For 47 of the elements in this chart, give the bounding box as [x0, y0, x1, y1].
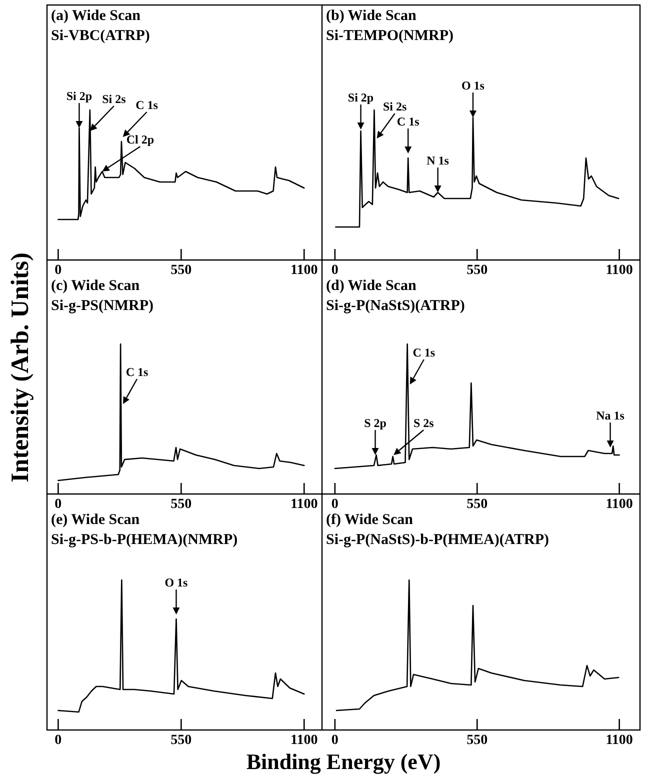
chart-title: (f) Wide Scan	[326, 512, 414, 528]
chart-subtitle: Si-g-P(NaStS)-b-P(HMEA)(ATRP)	[326, 532, 550, 548]
annotation: C 1s	[136, 98, 158, 112]
x-tick-label: 550	[170, 497, 192, 512]
annotation: S 2s	[413, 416, 434, 430]
x-tick-label: 550	[466, 733, 488, 748]
annotation: C 1s	[126, 365, 149, 379]
annotation: Na 1s	[596, 408, 625, 422]
x-tick-label: 0	[331, 263, 338, 278]
annotation: N 1s	[426, 154, 450, 168]
annotation: Si 2s	[102, 92, 126, 106]
chart-title: (e) Wide Scan	[51, 512, 140, 528]
chart-title: (d) Wide Scan	[326, 278, 417, 294]
x-tick-label: 0	[54, 497, 62, 512]
x-tick-label: 0	[54, 263, 62, 278]
x-tick-label: 0	[331, 733, 338, 748]
x-tick-label: 1100	[606, 263, 633, 278]
annotation: Si 2s	[382, 100, 407, 114]
chart-subtitle: Si-VBC(ATRP)	[51, 28, 150, 44]
x-tick-label: 1100	[606, 497, 633, 512]
chart-title: (c) Wide Scan	[51, 278, 140, 294]
chart-subtitle: Si-g-PS(NMRP)	[51, 298, 154, 314]
annotation: O 1s	[164, 576, 188, 590]
x-tick-label: 550	[466, 497, 488, 512]
chart-subtitle: Si-g-P(NaStS)(ATRP)	[326, 298, 465, 314]
chart-title: (a) Wide Scan	[51, 8, 142, 24]
y-axis-title: Intensity (Arb. Units)	[7, 252, 34, 482]
annotation: S 2p	[364, 416, 387, 430]
chart-subtitle: Si-g-PS-b-P(HEMA)(NMRP)	[51, 532, 238, 548]
annotation: C 1s	[412, 346, 436, 360]
x-tick-label: 550	[170, 733, 192, 748]
x-tick-label: 0	[54, 733, 62, 748]
x-tick-label: 1100	[290, 733, 318, 748]
annotation: Si 2p	[348, 90, 374, 104]
chart-subtitle: Si-TEMPO(NMRP)	[326, 28, 454, 44]
chart-title: (b) Wide Scan	[326, 8, 417, 24]
annotation: O 1s	[461, 78, 485, 92]
x-tick-label: 1100	[606, 733, 633, 748]
x-tick-label: 0	[331, 497, 338, 512]
annotation: Cl 2p	[126, 132, 154, 146]
x-tick-label: 550	[170, 263, 192, 278]
x-tick-label: 1100	[290, 263, 318, 278]
annotation: C 1s	[396, 114, 420, 128]
annotation: Si 2p	[66, 89, 92, 103]
x-axis-title: Binding Energy (eV)	[246, 749, 441, 774]
x-tick-label: 1100	[290, 497, 318, 512]
x-tick-label: 550	[466, 263, 488, 278]
